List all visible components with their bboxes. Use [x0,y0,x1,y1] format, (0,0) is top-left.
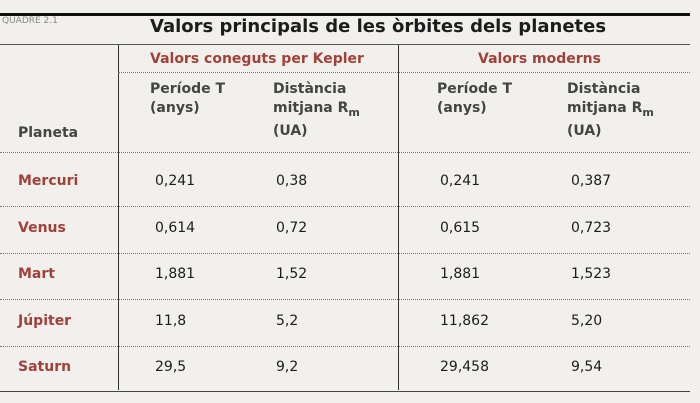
cell: 29,458 [440,359,489,375]
cell: 0,241 [155,173,196,189]
planet-name: Júpiter [18,312,72,329]
cell: 0,615 [440,219,481,236]
table-title: Valors principals de les òrbites dels pl… [150,16,607,37]
planet-name: Mercuri [18,173,79,189]
cell: 1,52 [276,266,308,282]
header-text: mitjana R [273,100,349,116]
table-label: QUADRE 2.1 [2,16,58,26]
cell: 0,614 [155,219,196,236]
column-header: Període T (anys) [150,80,225,118]
header-line: Distància [567,81,641,97]
header-line: (anys) [437,100,487,116]
planet-name: Saturn [18,359,72,375]
cell: 0,241 [440,173,481,189]
separator [0,345,690,347]
bottom-rule [0,391,690,392]
cell: 1,881 [440,266,481,282]
cell: 0,38 [276,173,308,189]
planet-name: Mart [18,266,55,282]
title-rule [0,44,690,45]
column-header: Distància mitjana Rm (UA) [273,80,360,141]
header-line: (UA) [273,122,308,139]
top-rule [0,13,690,16]
column-divider [118,45,119,390]
cell: 11,862 [440,312,489,329]
cell: 0,72 [276,219,308,236]
subscript: m [642,105,654,119]
separator [118,72,690,73]
separator [0,152,690,153]
subscript: m [348,105,360,119]
planet-name: Venus [18,219,66,236]
header-text: mitjana R [567,100,643,116]
cell: 0,723 [571,219,612,236]
column-header: Distància mitjana Rm (UA) [567,80,654,141]
cell: 1,881 [155,266,196,282]
header-line: (UA) [567,122,602,139]
header-line: mitjana Rm [273,99,360,122]
cell: 9,2 [276,359,299,375]
separator [0,206,690,207]
header-line: Distància [273,81,347,97]
cell: 29,5 [155,359,187,375]
cell: 1,523 [571,266,612,282]
header-line: mitjana Rm [567,99,654,122]
separator [0,252,690,254]
cell: 5,20 [571,312,603,329]
group-header: Valors moderns [478,51,601,67]
group-divider [398,45,399,390]
cell: 9,54 [571,359,603,375]
group-header: Valors coneguts per Kepler [150,51,364,67]
cell: 0,387 [571,173,612,189]
cell: 11,8 [155,312,187,329]
column-header: Període T (anys) [437,80,512,118]
cell: 5,2 [276,312,299,329]
separator [0,299,690,300]
header-line: (anys) [150,100,200,116]
column-header: Planeta [18,125,79,141]
header-line: Període T [437,81,513,97]
header-line: Període T [150,81,226,97]
